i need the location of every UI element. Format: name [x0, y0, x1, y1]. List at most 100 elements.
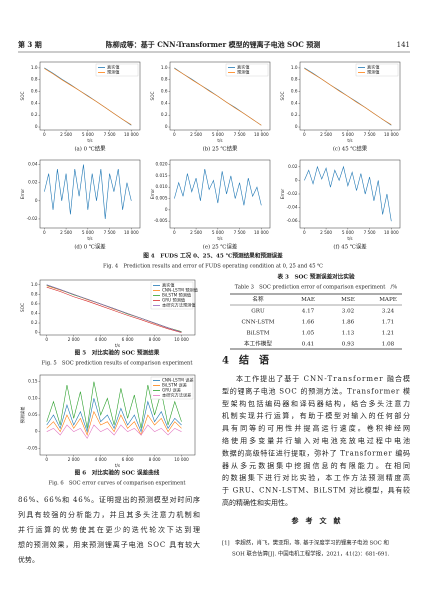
y-tick-label: 0 — [295, 124, 298, 129]
figure-caption: 图 4 FUDS 工况 0、25、45 ℃预测结果和预测误差 — [143, 252, 283, 260]
x-tick-label: 2 000 — [68, 337, 80, 342]
data-line — [304, 165, 392, 222]
data-line — [46, 410, 182, 436]
table-cell: BiLSTM — [247, 331, 270, 337]
data-line — [46, 398, 182, 433]
x-tick-label: 2 500 — [320, 132, 332, 137]
body-line: 高的精确性和实用性。 — [222, 498, 292, 507]
x-axis-label: t/s — [115, 463, 120, 468]
x-tick-label: 7 500 — [234, 230, 246, 235]
data-line — [44, 68, 132, 125]
body-line: 想的预测效果，用来预测锂离子电池 SOC 具有较大 — [18, 540, 200, 549]
reference-line: SOH 联合估算[J]. 中国电机工程学报，2021，41(2)：681-691… — [232, 550, 390, 558]
y-axis-label: Error — [20, 189, 25, 199]
y-tick-label: 0 — [165, 207, 168, 212]
issue: 第 3 期 — [18, 40, 42, 49]
x-tick-label: 0 — [43, 230, 46, 235]
y-tick-label: 0.04 — [28, 162, 38, 167]
x-axis-label: t/s — [347, 236, 352, 241]
subplot-caption: (c) 45 ℃结果 — [333, 145, 368, 153]
x-tick-label: 0 — [173, 132, 176, 137]
y-tick-label: 0.4 — [31, 310, 38, 315]
legend-label: BiLSTM 误差 — [162, 382, 187, 389]
x-tick-label: 8 000 — [149, 457, 161, 462]
x-tick-label: 10 000 — [384, 132, 399, 137]
body-line: 型的锂离子电池 SOC 的预测方法。Transformer 模 — [222, 386, 410, 395]
y-tick-label: 0 — [35, 429, 38, 434]
table-header: MAPE — [379, 297, 397, 303]
x-tick-label: 7 500 — [104, 132, 116, 137]
body-line: 机制实现并行运算，有助于模型对输入的任何部分 — [222, 411, 410, 420]
y-tick-label: -0.04 — [287, 205, 298, 210]
legend-label: 预测值 — [367, 69, 380, 76]
plot-frame — [39, 61, 141, 131]
data-line — [46, 286, 182, 333]
x-tick-label: 10 000 — [254, 132, 269, 137]
table-cell: 4.17 — [302, 309, 315, 315]
x-tick-label: 5 000 — [342, 230, 354, 235]
legend-box — [150, 376, 194, 400]
x-tick-label: 6 000 — [122, 457, 134, 462]
legend-label: CNN-LSTM 预测值 — [162, 287, 198, 294]
plot-frame — [169, 61, 271, 131]
table-title: 表 3 SOC 预测误差对比实验 — [276, 273, 354, 281]
table-cell: 1.08 — [382, 342, 395, 348]
table-cell: 1.71 — [382, 320, 394, 326]
y-tick-label: 1.0 — [161, 65, 168, 70]
x-tick-label: 5 000 — [82, 132, 94, 137]
body-line: 络使用多变量并行输入对电池充放电过程中电池 — [222, 436, 410, 445]
legend-label: 真实值 — [162, 282, 175, 289]
y-axis-label: Error — [280, 189, 285, 199]
y-tick-label: 0.2 — [31, 112, 38, 117]
y-tick-label: 0.2 — [161, 112, 168, 117]
plot-frame — [169, 159, 271, 229]
table-title-en: Table 3 SOC prediction error of comparis… — [235, 285, 397, 291]
y-tick-label: 0.6 — [291, 89, 298, 94]
reference-line: [1] 李超然，肖飞，樊亚翔，等. 基于深度学习的锂离子电池 SOC 和 — [222, 539, 389, 547]
y-tick-label: 0.020 — [156, 162, 168, 167]
x-tick-label: 4 000 — [95, 337, 107, 342]
x-tick-label: 10 000 — [124, 230, 139, 235]
data-line — [304, 68, 392, 125]
y-tick-label: -0.02 — [27, 216, 38, 221]
x-tick-label: 0 — [45, 337, 48, 342]
y-tick-label: 0.6 — [161, 89, 168, 94]
x-tick-label: 2 500 — [190, 230, 202, 235]
y-tick-label: 0 — [295, 177, 298, 182]
y-tick-label: -0.005 — [154, 218, 168, 223]
body-line: 于 GRU、CNN-LSTM、BiLSTM 对比模型，具有较 — [222, 486, 410, 495]
legend-label: 本研究方法误差 — [162, 392, 191, 399]
legend-label: 预测值 — [107, 69, 120, 76]
subplot-caption: (b) 25 ℃结果 — [203, 145, 238, 153]
x-tick-label: 0 — [303, 230, 306, 235]
legend-box — [95, 63, 139, 77]
subplot-caption: (e) 25 ℃误差 — [203, 243, 238, 251]
body-line: 型架构包括编码器和译码器结构，结合多头注意力 — [222, 399, 410, 408]
table-header: 名称 — [252, 295, 264, 303]
x-tick-label: 2 500 — [320, 230, 332, 235]
data-line — [174, 169, 262, 206]
legend-label: 本研究方法预测值 — [162, 302, 196, 309]
table-cell: 0.93 — [342, 342, 355, 348]
plot: 0 2 500 5 000 7 500 10 000 0 0.2 0.4 0.6 0.8 1.0 t/… — [280, 61, 401, 153]
x-axis-label: t/s — [115, 343, 120, 348]
x-tick-label: 7 500 — [104, 230, 116, 235]
plot: 0 2 000 4 000 6 000 8 000 10 000 -0.05 0 0.05 0.1… — [19, 374, 196, 468]
plot-frame — [39, 159, 141, 229]
x-tick-label: 10 000 — [254, 230, 269, 235]
table-cell: 本工作模型 — [244, 340, 272, 348]
body-line: 的数据集下进行对比实验，本工作方法预测精度高 — [222, 473, 410, 482]
y-tick-label: 0 — [35, 124, 38, 129]
table-cell: 1.05 — [302, 331, 315, 337]
figure-caption-en: Fig. 4 Prediction results and error of F… — [103, 264, 323, 270]
subplot-caption: (f) 45 ℃误差 — [333, 243, 367, 251]
legend-label: 真实值 — [237, 64, 250, 71]
table-cell: 3.24 — [382, 309, 395, 315]
y-tick-label: -0.05 — [27, 445, 38, 450]
x-tick-label: 10 000 — [384, 230, 399, 235]
figure-caption-en: Fig. 6 SOC error curves of comparison ex… — [48, 481, 186, 487]
y-tick-label: 0 — [165, 124, 168, 129]
body-line: 具有同等的可用性并提高运行速度。卷积神经网 — [222, 424, 410, 433]
x-tick-label: 10 000 — [174, 457, 189, 462]
subplot-caption: (a) 0 ℃结果 — [74, 145, 106, 153]
